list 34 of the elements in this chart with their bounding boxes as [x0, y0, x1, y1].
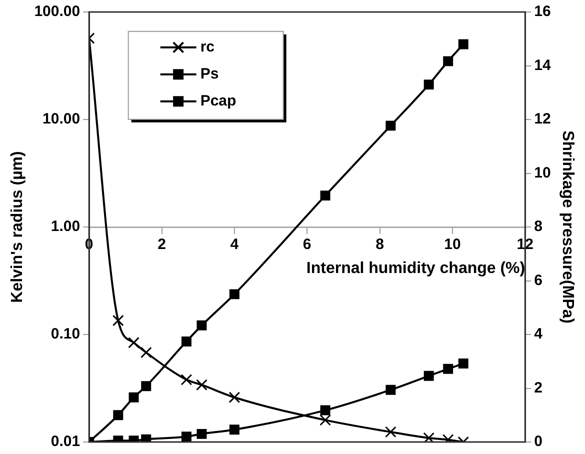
y2-tick-label: 12: [534, 110, 551, 128]
point: [196, 379, 208, 391]
y2-tick-label: 10: [534, 164, 551, 182]
legend-label: Ps: [200, 65, 219, 82]
y2-tick-label: 2: [534, 379, 542, 396]
y-axis-title: Kelvin's radius (µm): [9, 151, 26, 303]
point: [112, 314, 124, 326]
x-tick-label: 4: [230, 236, 240, 254]
point: [140, 346, 152, 358]
point: [180, 374, 192, 386]
y-tick-label: 0.10: [50, 326, 80, 343]
y-tick-label: 100.00: [34, 3, 80, 20]
x-axis-title: Internal humidity change (%): [306, 260, 526, 278]
point: [423, 432, 435, 442]
y-tick-label: 10.00: [42, 110, 80, 128]
x-tick-label: 6: [302, 236, 312, 254]
y-tick-label: 1.00: [50, 218, 80, 236]
y-tick-label: 0.01: [50, 433, 80, 450]
x-tick-label: 8: [376, 236, 384, 254]
point: [228, 392, 240, 404]
y2-tick-label: 4: [534, 326, 544, 343]
y2-tick-label: 0: [534, 433, 542, 450]
x-tick-label: 2: [158, 236, 166, 254]
point: [128, 336, 140, 348]
x-tick-label: 10: [444, 236, 461, 254]
y2-tick-label: 8: [534, 218, 542, 236]
y2-tick-label: 6: [534, 272, 542, 289]
y2-tick-label: 16: [534, 3, 551, 20]
legend-label: Pcap: [200, 92, 236, 110]
y2-axis-title: Shrinkage pressure(MPa): [558, 130, 576, 324]
y2-tick-label: 14: [534, 56, 552, 74]
point: [384, 426, 396, 438]
point: [320, 414, 331, 426]
legend-label: rc: [200, 38, 215, 56]
